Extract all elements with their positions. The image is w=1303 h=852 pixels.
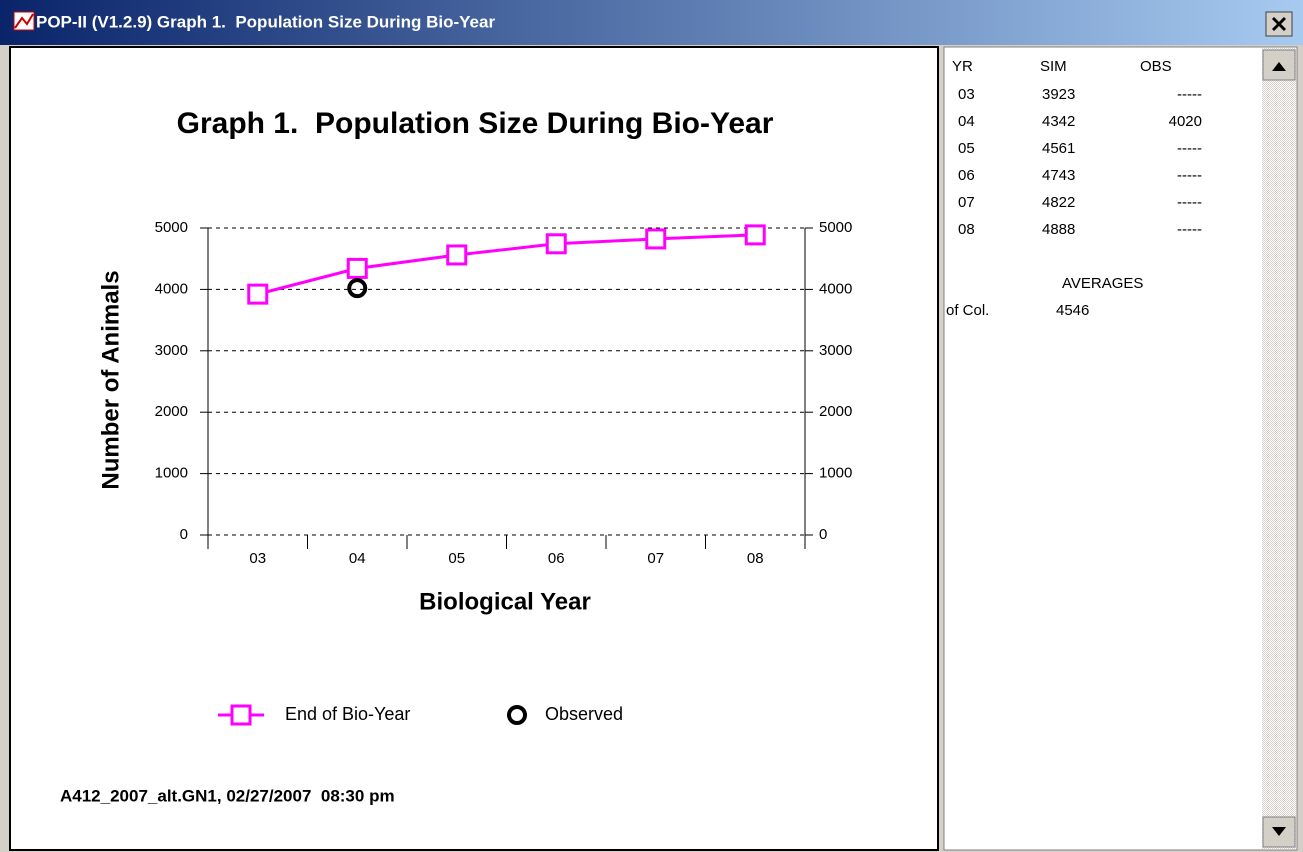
window-title: POP-II (V1.2.9) Graph 1. Population Size… (36, 12, 495, 31)
table-panel (943, 46, 1298, 851)
legend-marker (230, 704, 252, 726)
table-cell: ----- (1177, 140, 1202, 157)
scroll-down-arrow (1272, 827, 1286, 836)
table-cell: 08 (958, 221, 975, 238)
data-point (346, 257, 368, 279)
x-tick-label: 03 (249, 550, 266, 567)
x-tick-label: 07 (647, 550, 664, 567)
legend-label: Observed (545, 704, 623, 724)
y-tick-label: 1000 (155, 465, 188, 482)
x-tick-label: 06 (548, 550, 565, 567)
close-icon (1271, 16, 1287, 32)
y2-tick-label: 2000 (819, 403, 852, 420)
averages-title: AVERAGES (1062, 275, 1143, 292)
app-icon-graph (14, 13, 34, 29)
table-cell: ----- (1177, 194, 1202, 211)
table-cell: 4020 (1169, 113, 1202, 130)
table-cell: 03 (958, 86, 975, 103)
averages-label: of Col. (946, 302, 989, 319)
table-cell: 4561 (1042, 140, 1075, 157)
legend-label: End of Bio-Year (285, 704, 410, 724)
y2-tick-label: 4000 (819, 280, 852, 297)
table-header: YR (952, 58, 973, 75)
y2-tick-label: 0 (819, 526, 827, 543)
x-axis-label: Biological Year (419, 588, 591, 615)
y2-tick-label: 1000 (819, 465, 852, 482)
table-cell: 4743 (1042, 167, 1075, 184)
table-cell: 4342 (1042, 113, 1075, 130)
table-cell: 05 (958, 140, 975, 157)
x-tick-label: 08 (747, 550, 764, 567)
y-tick-label: 4000 (155, 280, 188, 297)
data-point (347, 278, 368, 299)
y-tick-label: 3000 (155, 342, 188, 359)
scrollbar[interactable] (1262, 48, 1296, 849)
series-line (257, 233, 756, 296)
x-tick-label: 05 (448, 550, 465, 567)
table-cell: 3923 (1042, 86, 1075, 103)
data-point (545, 233, 567, 255)
data-point (446, 244, 468, 266)
table-cell: 07 (958, 194, 975, 211)
table-cell: 4822 (1042, 194, 1075, 211)
data-point (744, 224, 766, 246)
y-tick-label: 5000 (155, 219, 188, 236)
table-cell: ----- (1177, 221, 1202, 238)
data-point (247, 283, 269, 305)
table-cell: 06 (958, 167, 975, 184)
title-bar (0, 0, 1303, 45)
y2-tick-label: 3000 (819, 342, 852, 359)
y-tick-label: 2000 (155, 403, 188, 420)
y2-tick-label: 5000 (819, 219, 852, 236)
averages-value: 4546 (1056, 302, 1089, 319)
y-axis-label: Number of Animals (97, 270, 124, 489)
y-tick-label: 0 (180, 526, 188, 543)
scroll-up-arrow (1272, 62, 1286, 71)
x-tick-label: 04 (349, 550, 366, 567)
data-point (645, 228, 667, 250)
table-cell: 04 (958, 113, 975, 130)
table-cell: ----- (1177, 86, 1202, 103)
chart-panel (9, 46, 939, 851)
legend-marker (507, 705, 527, 725)
chart-title: Graph 1. Population Size During Bio-Year (177, 107, 774, 140)
table-cell: ----- (1177, 167, 1202, 184)
table-header: SIM (1040, 58, 1067, 75)
table-cell: 4888 (1042, 221, 1075, 238)
footer: A412_2007_alt.GN1, 02/27/2007 08:30 pm (60, 786, 395, 805)
table-header: OBS (1140, 58, 1172, 75)
